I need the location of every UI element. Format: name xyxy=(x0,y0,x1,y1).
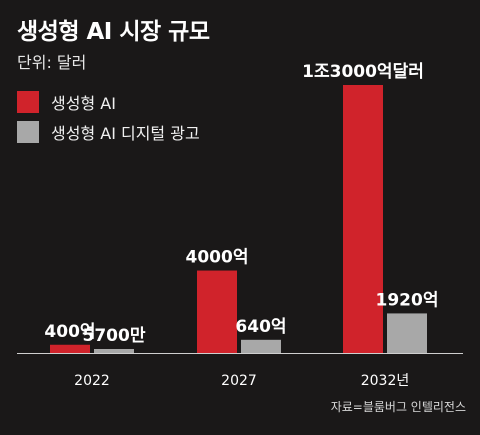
x-tick-label: 2027 xyxy=(221,373,257,389)
data-label: 400억 xyxy=(44,322,95,342)
chart-unit-note: 단위: 달러 xyxy=(17,53,87,72)
bar-generative-ai-2 xyxy=(343,85,383,353)
legend-swatch-gray xyxy=(17,121,39,143)
legend-label: 생성형 AI xyxy=(51,94,116,113)
bar-generative-ai-1 xyxy=(197,270,237,353)
data-label: 5700만 xyxy=(83,326,146,346)
chart-title: 생성형 AI 시장 규모 xyxy=(17,19,210,45)
x-tick-label: 2022 xyxy=(74,373,110,389)
legend-item-digital-ads: 생성형 AI 디지털 광고 xyxy=(17,121,200,143)
legend-swatch-red xyxy=(17,91,39,113)
data-label: 4000억 xyxy=(186,248,249,268)
data-label: 1조3000억달러 xyxy=(302,61,424,82)
data-label: 1920억 xyxy=(376,290,439,310)
source-note: 자료=블룸버그 인텔리전스 xyxy=(330,400,466,414)
legend-label: 생성형 AI 디지털 광고 xyxy=(51,124,200,143)
bar-generative-ai-0 xyxy=(50,344,90,353)
bar-digital-ads-1 xyxy=(241,339,281,353)
x-tick-label: 2032년 xyxy=(361,373,410,389)
data-label: 640억 xyxy=(235,317,286,337)
bar-digital-ads-2 xyxy=(387,313,427,353)
legend-item-generative-ai: 생성형 AI xyxy=(17,91,116,113)
bar-digital-ads-0 xyxy=(94,349,134,353)
